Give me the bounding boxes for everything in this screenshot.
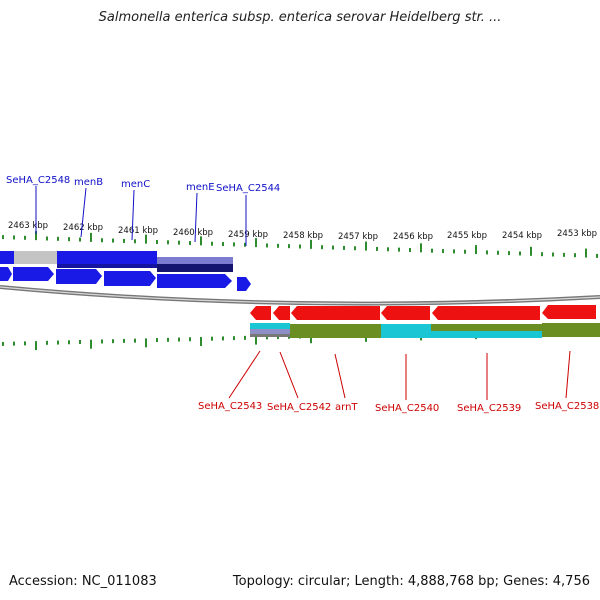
forward-gene-arrows[interactable] [0,267,251,291]
bottom-gene-labels: SeHA_C2543 SeHA_C2542 arnT SeHA_C2540 Se… [198,401,599,414]
gene-arrow-SeHA_C2538[interactable] [542,305,596,319]
kbp-label: 2457 kbp [338,232,378,242]
kbp-label: 2458 kbp [283,231,323,241]
bottom-label-lines [228,350,571,400]
gene-label: SeHA_C2540 [375,403,439,414]
kbp-label: 2453 kbp [557,229,597,239]
gene-label: menC [121,179,150,190]
kbp-label: 2455 kbp [447,231,487,241]
gene-label: SeHA_C2539 [457,403,521,414]
kbp-label: 2463 kbp [8,221,48,231]
gene-arrow-arnT[interactable] [291,306,380,320]
gene-arrow-menE-2[interactable] [157,274,232,288]
top-label-lines [35,186,247,246]
topology-summary: Topology: circular; Length: 4,888,768 bp… [232,574,590,589]
gene-arrow-menC[interactable] [56,269,102,284]
gene-label: SeHA_C2543 [198,401,262,412]
gene-label: menE [186,182,215,193]
accession-text: Accession: NC_011083 [9,574,157,589]
kbp-label: 2454 kbp [502,231,542,241]
map-title: Salmonella enterica subsp. enterica sero… [98,10,502,25]
gene-label: SeHA_C2548 [6,175,70,186]
gene-arrow-SeHA_C2540[interactable] [381,306,430,320]
gene-arrow-SeHA_C2544[interactable] [237,277,251,291]
forward-annotation-track [0,251,233,272]
kbp-label: 2456 kbp [393,232,433,242]
upper-tick-marks [2,231,598,258]
gene-arrow-SeHA_C2539[interactable] [432,306,540,320]
gene-arrow-menB[interactable] [13,267,54,281]
kbp-label: 2462 kbp [63,223,103,233]
gene-arrow-menE[interactable] [104,271,156,286]
reverse-gene-arrows[interactable] [250,305,596,320]
kbp-label: 2461 kbp [118,226,158,236]
gene-arrow-SeHA_C2542[interactable] [273,306,290,320]
gene-label: SeHA_C2542 [267,402,331,413]
gene-arrow-SeHA_C2543[interactable] [250,306,271,320]
top-gene-labels: SeHA_C2548 menB menC menE SeHA_C2544 [6,175,280,194]
kbp-labels: 2463 kbp 2462 kbp 2461 kbp 2460 kbp 2459… [8,221,597,242]
gene-label: arnT [335,402,358,413]
reverse-cds-track [250,323,600,338]
gene-arrow-SeHA_C2548[interactable] [0,267,12,281]
kbp-label: 2459 kbp [228,230,268,240]
gene-label: SeHA_C2544 [216,183,280,194]
gene-label: SeHA_C2538 [535,401,599,412]
kbp-label: 2460 kbp [173,228,213,238]
gene-label: menB [74,177,103,188]
